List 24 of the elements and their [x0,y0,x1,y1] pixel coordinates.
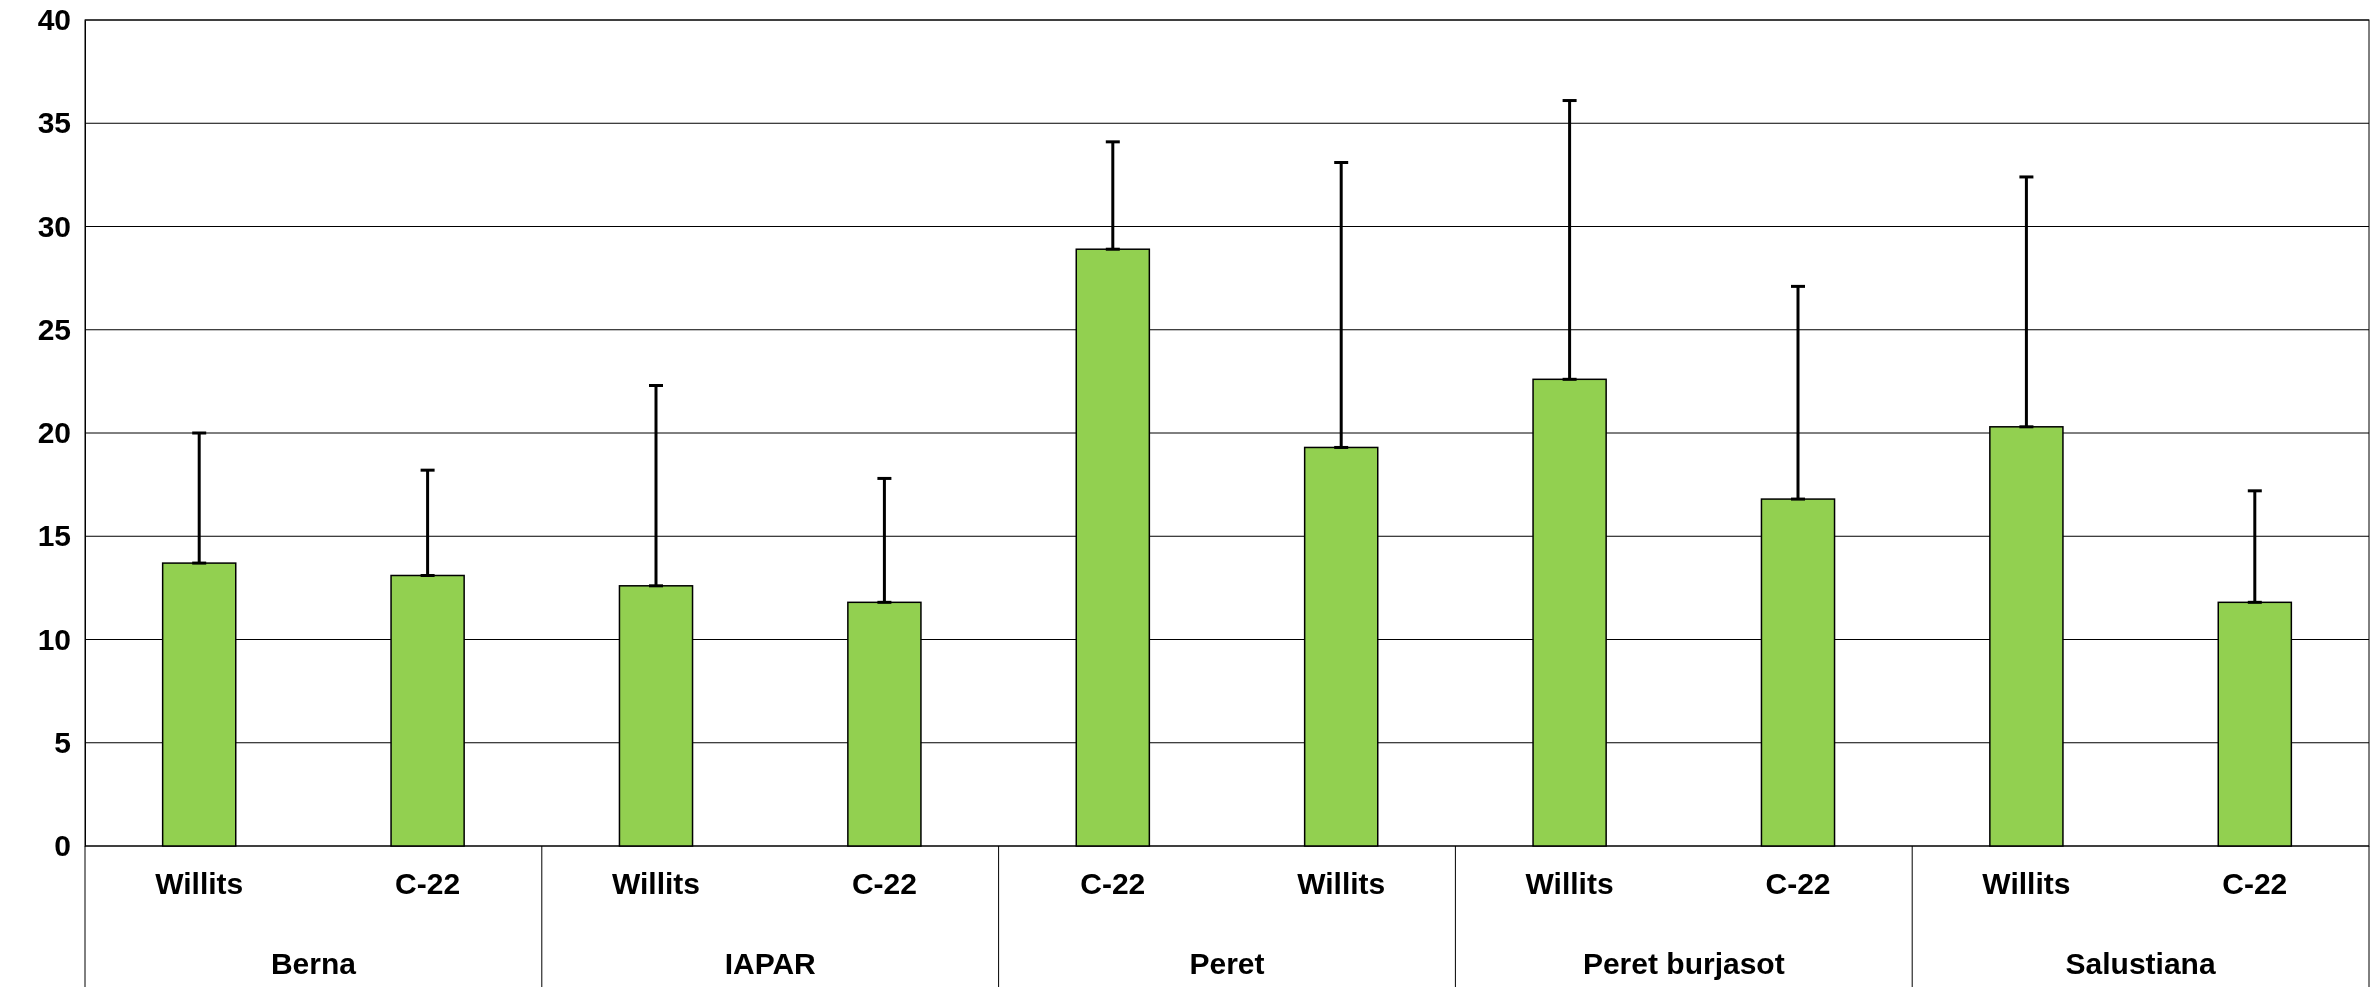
y-tick-label: 15 [37,519,71,553]
x-tick-label: C-22 [395,867,461,900]
y-tick-label: 35 [37,106,71,140]
x-tick-label: Willits [155,867,244,900]
x-tick-label: C-22 [851,867,917,900]
x-tick-label: C-22 [2222,867,2288,900]
y-tick-label: 20 [37,416,71,450]
text: Peret burjasot [1582,947,1785,980]
y-tick-label: 10 [37,622,71,656]
x-tick-label: Willits [1982,867,2071,900]
y-tick-label: 30 [37,209,71,243]
y-tick-label: 5 [54,725,71,759]
y-tick-label: 0 [54,829,71,863]
y-tick-label: 40 [37,3,71,37]
x-tick-label: Willits [1297,867,1386,900]
text: Salustiana [2065,947,2216,980]
x-tick-label: C-22 [1080,867,1146,900]
x-tick-label: C-22 [1765,867,1831,900]
text: Peret [1189,947,1265,980]
x-tick-label: Willits [1525,867,1614,900]
text: IAPAR [724,947,817,980]
x-tick-label: Willits [611,867,701,900]
text: Berna [270,947,357,980]
y-tick-label: 25 [37,312,71,346]
